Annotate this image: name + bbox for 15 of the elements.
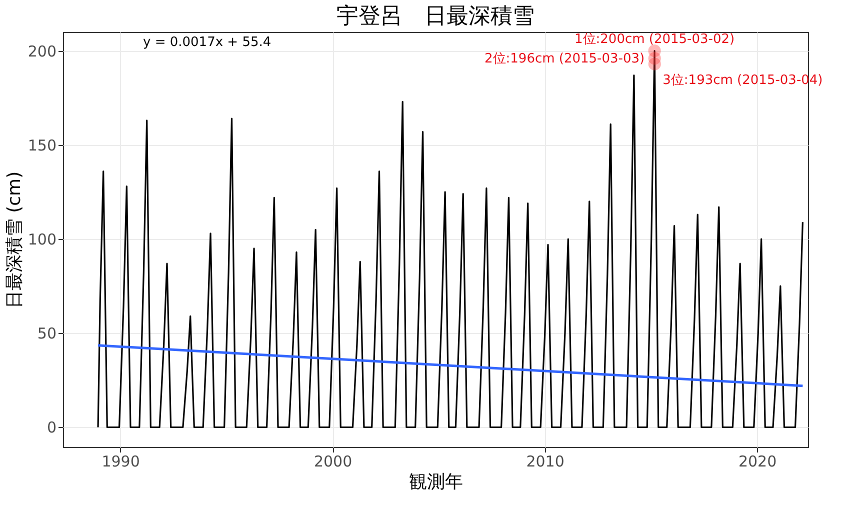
y-axis-title: 日最深積雪 (cm) — [4, 171, 25, 309]
annotation: y = 0.0017x + 55.4 — [143, 35, 272, 50]
y-tick-label: 150 — [28, 136, 56, 154]
y-tick-label: 100 — [28, 230, 56, 249]
x-tick-label: 2020 — [738, 452, 777, 470]
y-tick-label: 200 — [28, 42, 56, 60]
x-tick-label: 2010 — [526, 452, 564, 470]
x-axis-title: 観測年 — [409, 472, 463, 492]
x-tick-label: 2000 — [314, 452, 352, 470]
y-tick-label: 0 — [46, 418, 56, 437]
chart-title: 宇登呂 日最深積雪 — [336, 4, 534, 29]
annotation: 1位:200cm (2015-03-02) — [574, 32, 735, 47]
x-tick-label: 1990 — [102, 452, 140, 470]
annotation: 2位:196cm (2015-03-03) — [484, 51, 645, 66]
y-tick-label: 50 — [37, 324, 56, 343]
